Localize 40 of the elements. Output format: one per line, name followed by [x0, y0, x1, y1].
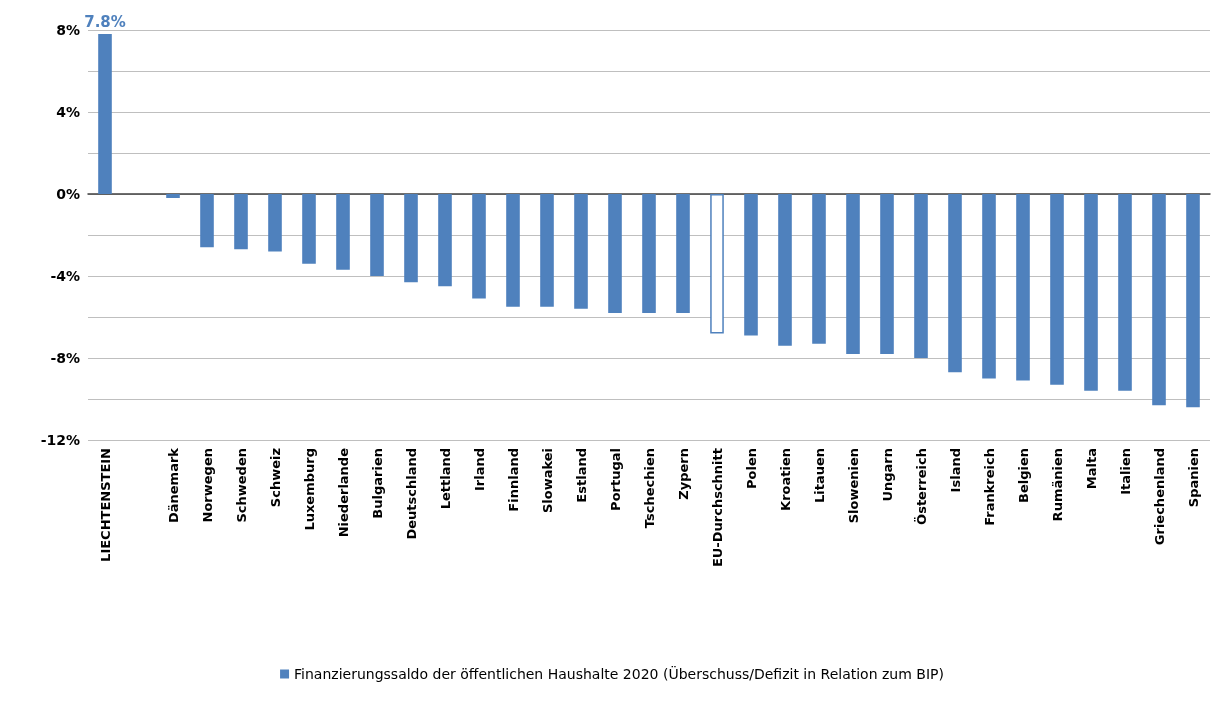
x-tick-label: Niederlande — [335, 447, 351, 538]
x-tick-label: Griechenland — [1151, 448, 1167, 546]
x-tick-label: Österreich — [913, 448, 929, 525]
x-tick-label: Luxemburg — [301, 448, 317, 531]
x-tick-label: Deutschland — [403, 448, 419, 540]
x-tick-label: Lettland — [437, 448, 453, 510]
x-tick-label: Slowakei — [539, 448, 555, 514]
y-tick-label: -4% — [50, 268, 80, 284]
x-tick-label: Portugal — [607, 448, 623, 511]
y-tick-label: 8% — [56, 22, 80, 38]
x-tick-label: Island — [947, 448, 963, 493]
legend-label: Finanzierungssaldo der öffentlichen Haushalte 2020 (Überschuss/Defizit in Relation zum BIP) — [294, 665, 944, 682]
x-tick-label: Ungarn — [879, 448, 895, 502]
x-tick-label: Irland — [471, 448, 487, 492]
x-tick-label: Dänemark — [165, 447, 181, 524]
x-tick-label: Polen — [743, 448, 759, 489]
x-tick-label: Zypern — [675, 448, 691, 500]
y-tick-label: 0% — [56, 186, 80, 202]
x-tick-label: Schweiz — [267, 448, 283, 508]
x-tick-label: Tschechien — [641, 448, 657, 529]
x-tick-label: Malta — [1083, 448, 1099, 490]
x-tick-label: Belgien — [1015, 448, 1031, 504]
y-tick-label: -12% — [40, 432, 80, 448]
x-tick-label: Slowenien — [845, 448, 861, 524]
data-label: 7.8% — [84, 12, 126, 31]
x-tick-label: Schweden — [233, 448, 249, 523]
x-tick-label: Finnland — [505, 448, 521, 512]
x-tick-label: EU-Durchschnitt — [709, 448, 725, 568]
x-tick-label: LIECHTENSTEIN — [97, 448, 113, 562]
x-tick-label: Norwegen — [199, 448, 215, 523]
y-tick-label: -8% — [50, 350, 80, 366]
x-tick-label: Frankreich — [981, 448, 997, 526]
y-tick-label: 4% — [56, 104, 80, 120]
x-tick-label: Kroatien — [777, 448, 793, 511]
x-tick-label: Spanien — [1185, 448, 1201, 508]
x-tick-label: Bulgarien — [369, 448, 385, 519]
x-tick-label: Estland — [573, 448, 589, 503]
x-tick-label: Italien — [1117, 448, 1133, 495]
x-tick-label: Litauen — [811, 448, 827, 504]
x-tick-label: Rumänien — [1049, 448, 1065, 522]
